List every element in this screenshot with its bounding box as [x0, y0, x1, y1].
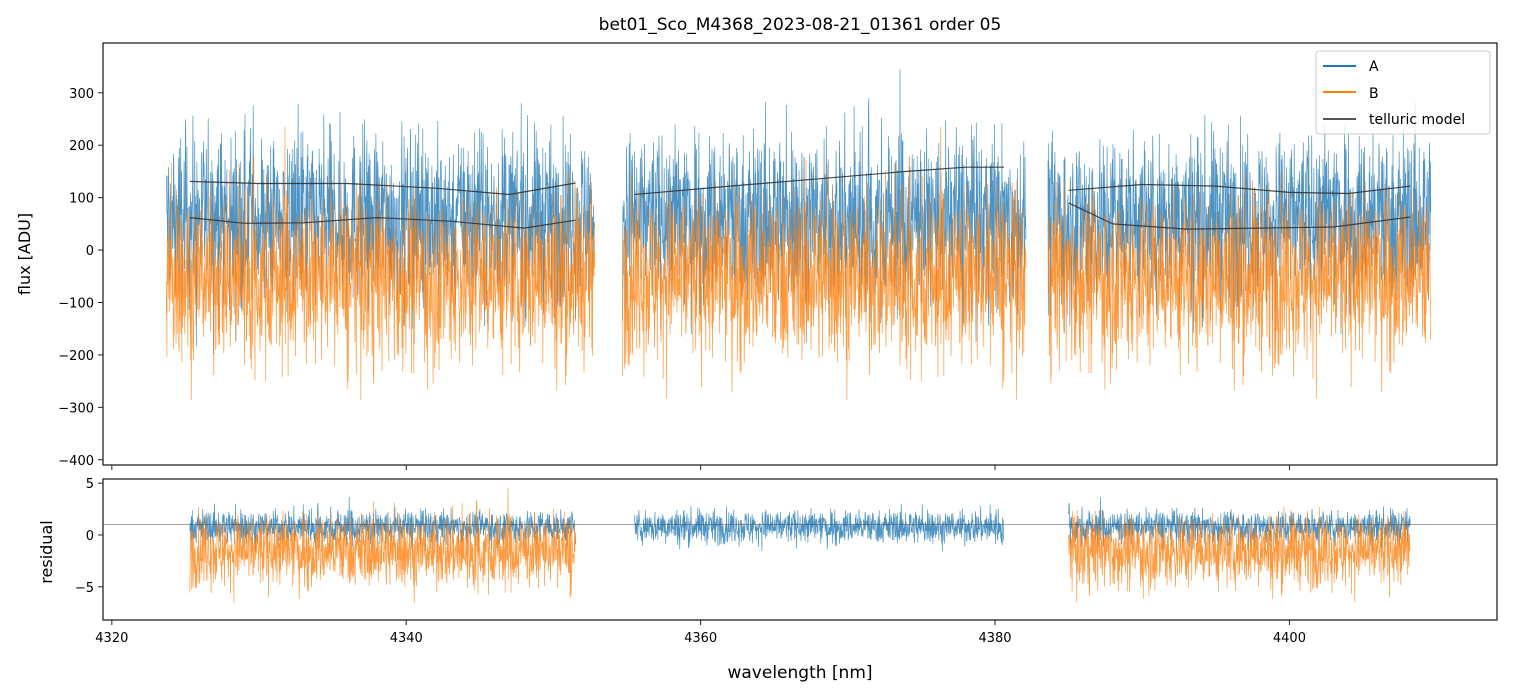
axes-frame: [102, 478, 1498, 621]
series-b-segment: [189, 487, 576, 603]
y-tick-label: −300: [58, 401, 94, 416]
flux-panel: 300 200 100 0 −100 −200 −300 −400: [58, 42, 1498, 470]
chart-title: bet01_Sco_M4368_2023-08-21_01361 order 0…: [599, 15, 1002, 35]
axes-frame: [102, 42, 1498, 466]
y-tick-label: −100: [58, 296, 94, 311]
y-tick-label: −5: [75, 581, 94, 596]
y-tick-label: 5: [86, 477, 94, 492]
telluric-model-line: [189, 180, 576, 196]
x-tick-label: 4320: [95, 631, 128, 646]
telluric-model-line: [634, 166, 1004, 196]
y-tick-label: 200: [69, 139, 94, 154]
series-a-segment: [165, 103, 596, 354]
y-tick-label: 0: [86, 244, 94, 259]
legend-label-b: B: [1369, 86, 1379, 102]
y-tick-label: −200: [58, 349, 94, 364]
telluric-model-line: [1068, 183, 1411, 195]
legend: A B telluric model: [1315, 50, 1491, 135]
y-tick-label: −400: [58, 454, 94, 469]
y-tick-label: 300: [69, 87, 94, 102]
x-tick-label: 4360: [684, 631, 717, 646]
x-tick-label: 4340: [390, 631, 423, 646]
y-axis-label-residual: residual: [37, 520, 56, 583]
series-b-segment: [1068, 506, 1411, 603]
residual-panel: 5 0 −5 4320 4340 4360 4380 4400: [75, 477, 1498, 646]
x-axis-label: wavelength [nm]: [727, 663, 872, 683]
telluric-model-line: [189, 216, 576, 229]
y-axis-label-flux: flux [ADU]: [15, 213, 34, 295]
legend-label-a: A: [1369, 59, 1379, 75]
x-tick-label: 4400: [1273, 631, 1306, 646]
legend-label-model: telluric model: [1369, 112, 1465, 128]
telluric-model-line: [1068, 202, 1411, 230]
series-a-segment: [634, 503, 1005, 552]
x-tick-label: 4380: [978, 631, 1011, 646]
series-b-segment: [1047, 172, 1432, 399]
y-tick-label: 0: [86, 529, 94, 544]
y-tick-label: 100: [69, 192, 94, 207]
series-b-segment: [622, 126, 1027, 401]
series-b-segment: [165, 126, 596, 401]
